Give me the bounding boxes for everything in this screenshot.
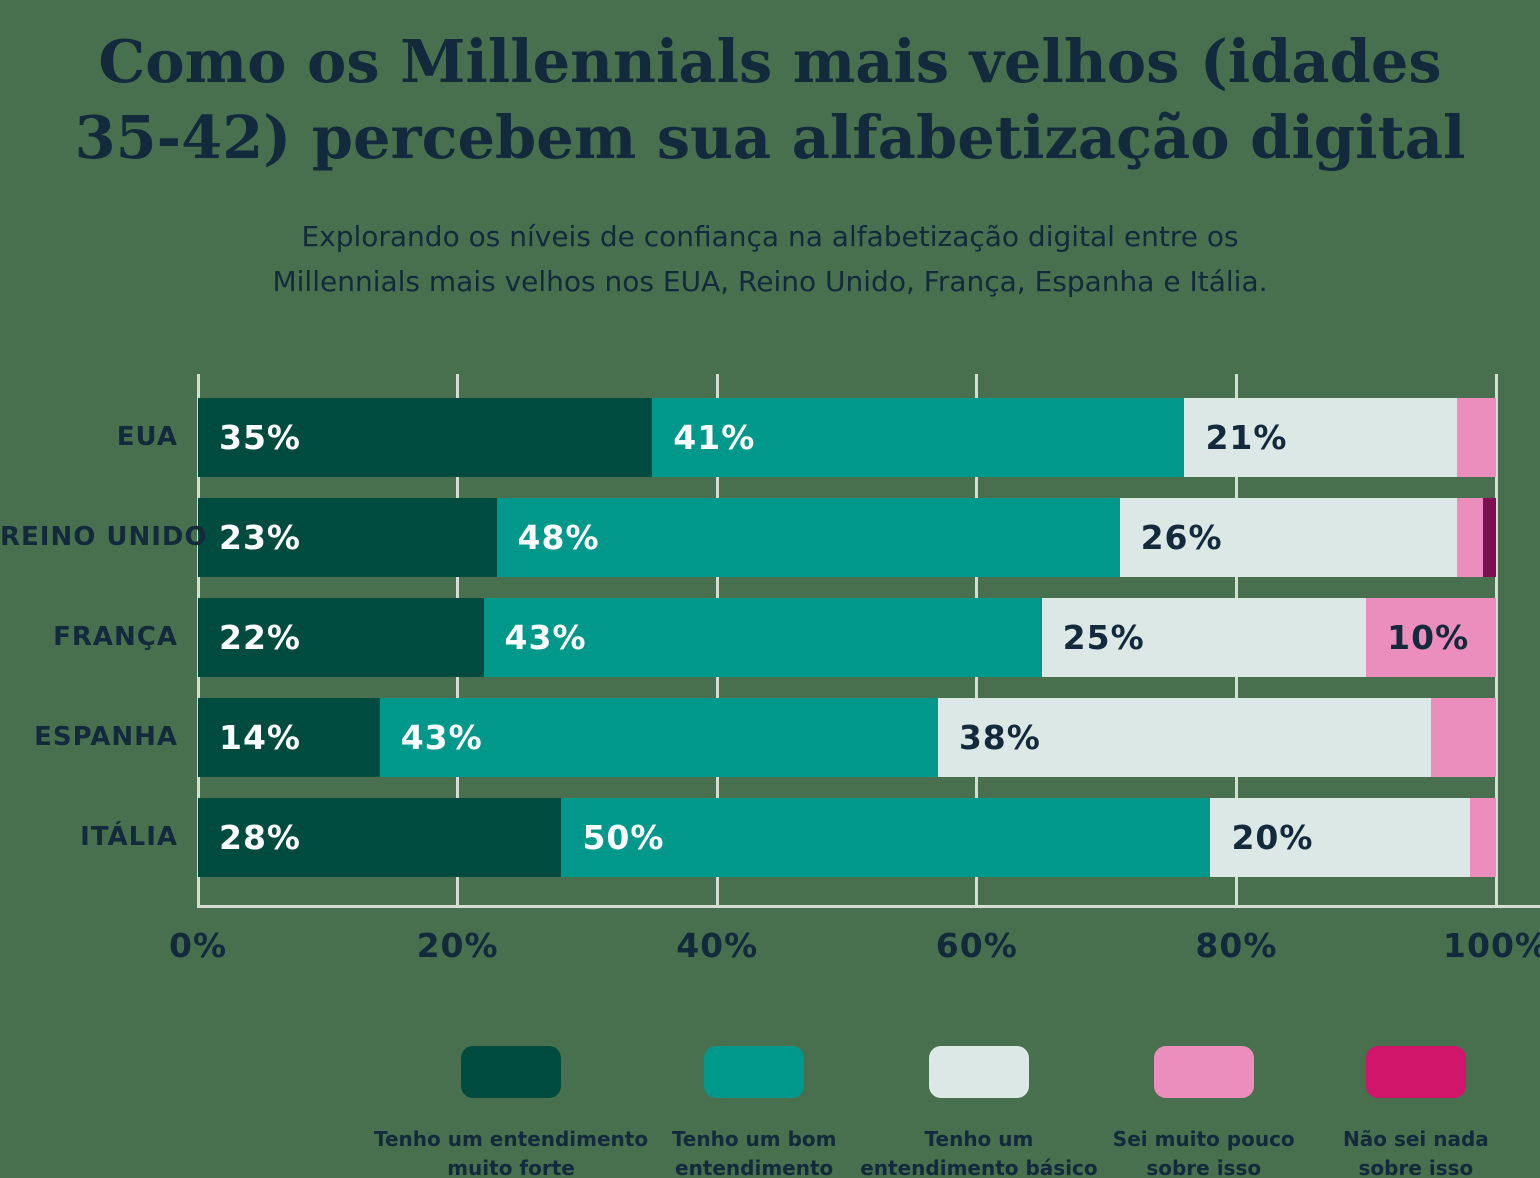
legend-label: Sei muito pouco sobre isso	[1113, 1125, 1295, 1178]
legend-label-line: Tenho um bom	[671, 1127, 837, 1151]
legend-swatch	[1153, 1046, 1254, 1098]
page-title-line-1: Como os Millennials mais velhos (idades	[98, 27, 1442, 96]
bar-value-label: 48%	[517, 518, 600, 557]
legend-item-tenho-um-entendimento-basico: Tenho um entendimento básico	[860, 1046, 1098, 1178]
legend-label: Tenho um entendimento muito forte	[374, 1125, 648, 1178]
bar-value-label: 28%	[219, 818, 301, 857]
y-axis-label-reino-unido: REINO UNIDO	[0, 522, 208, 552]
legend-item-tenho-um-bom-entendimento: Tenho um bom entendimento	[648, 1046, 860, 1178]
bar-segment-tenho-um-entendimento-muito-forte: 28%	[198, 798, 562, 877]
x-axis-tick-label-100: 100%	[1443, 926, 1540, 965]
bar-segment-nao-sei-nada-sobre-isso	[1482, 498, 1496, 577]
bar-segment-tenho-um-bom-entendimento: 48%	[496, 498, 1120, 577]
page-subtitle-line-2: Millennials mais velhos nos EUA, Reino U…	[272, 265, 1268, 298]
bar-segment-tenho-um-entendimento-basico: 26%	[1119, 498, 1458, 577]
legend-label-line: Não sei nada	[1343, 1127, 1489, 1151]
bar-value-label: 20%	[1231, 818, 1314, 857]
page-subtitle: Explorando os níveis de confiança na alf…	[0, 214, 1540, 304]
legend-swatch	[461, 1046, 562, 1098]
y-axis-label-espanha: ESPANHA	[34, 722, 178, 752]
x-axis-tick-label-60: 60%	[935, 926, 1018, 965]
bar-segment-tenho-um-bom-entendimento: 43%	[483, 598, 1042, 677]
legend-item-sei-muito-pouco-sobre-isso: Sei muito pouco sobre isso	[1098, 1046, 1310, 1178]
bar-segment-tenho-um-entendimento-muito-forte: 23%	[198, 498, 497, 577]
bar-value-label: 38%	[958, 718, 1041, 757]
bar-value-label: 22%	[219, 618, 301, 657]
plot-area: 35% 41% 21% 23% 48% 26% 22% 43% 25% 10% 14% 43% 38% 2…	[196, 374, 1498, 908]
legend-swatch	[1365, 1046, 1466, 1098]
bar-row-eua: 35% 41% 21%	[198, 398, 1496, 477]
legend-label: Tenho um entendimento básico	[860, 1125, 1097, 1178]
bar-value-label: 23%	[219, 518, 301, 557]
legend-item-nao-sei-nada-sobre-isso: Não sei nada sobre isso	[1310, 1046, 1522, 1178]
bar-row-franca: 22% 43% 25% 10%	[198, 598, 1496, 677]
y-axis-label-italia: ITÁLIA	[80, 822, 178, 852]
bar-row-reino-unido: 23% 48% 26%	[198, 498, 1496, 577]
bar-segment-tenho-um-entendimento-basico: 21%	[1184, 398, 1458, 477]
bar-value-label: 26%	[1140, 518, 1223, 557]
legend: Tenho um entendimento muito forte Tenho um…	[374, 1046, 1522, 1178]
bar-segment-tenho-um-bom-entendimento: 43%	[379, 698, 938, 777]
x-axis-tick-label-20: 20%	[416, 926, 499, 965]
bar-value-label: 43%	[400, 718, 483, 757]
bar-value-label: 14%	[219, 718, 301, 757]
legend-swatch	[704, 1046, 805, 1098]
legend-label-line: Tenho um entendimento	[374, 1127, 649, 1151]
bar-segment-sei-muito-pouco-sobre-isso	[1457, 498, 1483, 577]
bar-value-label: 21%	[1205, 418, 1288, 457]
bar-segment-tenho-um-entendimento-muito-forte: 35%	[198, 398, 653, 477]
bar-segment-tenho-um-entendimento-basico: 25%	[1041, 598, 1367, 677]
legend-label-line: sobre isso	[1146, 1156, 1262, 1178]
bar-value-label: 25%	[1062, 618, 1145, 657]
bar-segment-sei-muito-pouco-sobre-isso	[1470, 798, 1496, 877]
legend-label: Tenho um bom entendimento	[672, 1125, 837, 1178]
x-axis-line	[197, 905, 1540, 908]
legend-label-line: Tenho um	[924, 1127, 1034, 1151]
page-title-line-2: 35-42) percebem sua alfabetização digita…	[74, 103, 1466, 172]
bar-segment-sei-muito-pouco-sobre-isso	[1431, 698, 1496, 777]
y-axis-label-franca: FRANÇA	[53, 622, 178, 652]
gridline-100	[1494, 374, 1498, 908]
x-axis-tick-label-80: 80%	[1195, 926, 1278, 965]
bar-value-label: 35%	[219, 418, 301, 457]
legend-label-line: sobre isso	[1358, 1156, 1474, 1178]
bar-value-label: 50%	[582, 818, 665, 857]
bar-segment-tenho-um-entendimento-muito-forte: 22%	[198, 598, 484, 677]
x-axis-tick-label-0: 0%	[168, 926, 228, 965]
bar-row-italia: 28% 50% 20%	[198, 798, 1496, 877]
legend-label: Não sei nada sobre isso	[1343, 1125, 1489, 1178]
page-title: Como os Millennials mais velhos (idades …	[0, 24, 1540, 176]
bar-segment-tenho-um-entendimento-basico: 20%	[1210, 798, 1471, 877]
legend-label-line: entendimento	[675, 1156, 834, 1178]
page-subtitle-line-1: Explorando os níveis de confiança na alf…	[301, 220, 1239, 253]
bar-segment-tenho-um-entendimento-basico: 38%	[937, 698, 1432, 777]
bar-segment-sei-muito-pouco-sobre-isso	[1457, 398, 1496, 477]
x-axis-tick-label-40: 40%	[676, 926, 759, 965]
y-axis-label-eua: EUA	[116, 422, 178, 452]
bar-segment-tenho-um-bom-entendimento: 41%	[652, 398, 1185, 477]
bar-value-label: 41%	[673, 418, 756, 457]
bar-segment-tenho-um-entendimento-muito-forte: 14%	[198, 698, 380, 777]
legend-label-line: entendimento básico	[860, 1156, 1098, 1178]
legend-item-tenho-um-entendimento-muito-forte: Tenho um entendimento muito forte	[374, 1046, 648, 1178]
bar-value-label: 43%	[504, 618, 587, 657]
x-axis-ticks: 0% 20% 40% 60% 80% 100%	[169, 926, 1540, 976]
bar-row-espanha: 14% 43% 38%	[198, 698, 1496, 777]
bar-value-label: 10%	[1387, 618, 1470, 657]
bar-segment-tenho-um-bom-entendimento: 50%	[561, 798, 1211, 877]
legend-label-line: Sei muito pouco	[1112, 1127, 1295, 1151]
legend-swatch	[928, 1046, 1029, 1098]
bar-segment-sei-muito-pouco-sobre-isso: 10%	[1366, 598, 1496, 677]
legend-label-line: muito forte	[447, 1156, 575, 1178]
